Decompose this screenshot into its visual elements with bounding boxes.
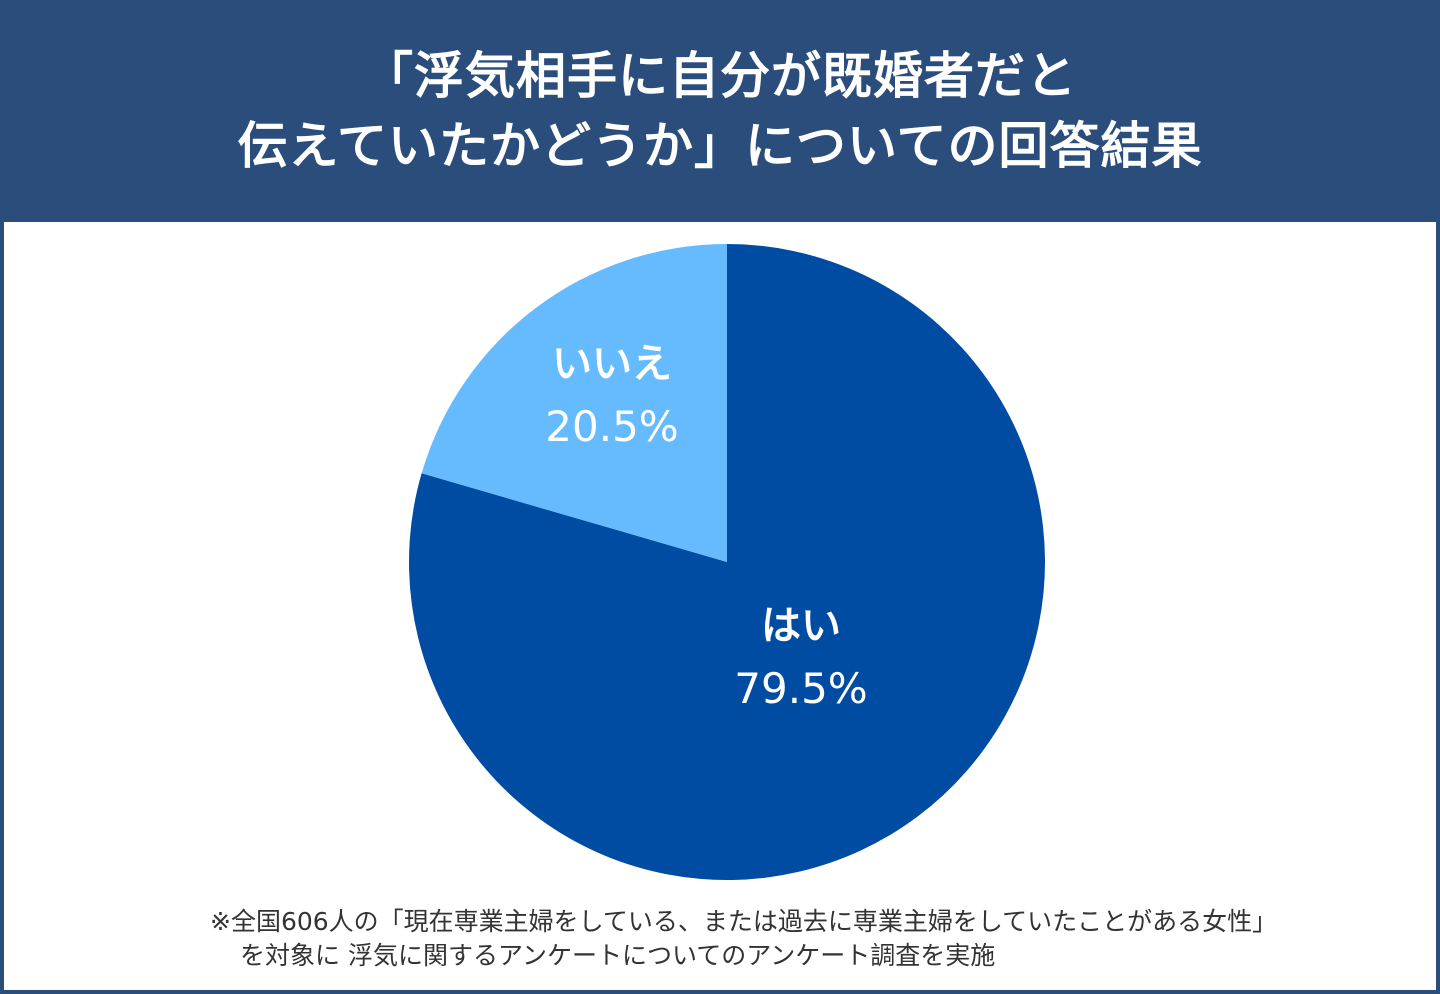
pie-slice-no <box>421 244 727 562</box>
slice-label-yes: はい 79.5% <box>716 596 886 722</box>
chart-panel: いいえ 20.5% はい 79.5% ※全国606人の「現在専業主婦をしている、… <box>4 222 1436 990</box>
slice-no-percent: 20.5% <box>545 402 679 451</box>
slice-label-no: いいえ 20.5% <box>532 334 692 460</box>
slice-yes-name: はい <box>761 603 841 649</box>
chart-title-line-2: 伝えていたかどうか」についての回答結果 <box>237 117 1203 175</box>
chart-header: 「浮気相手に自分が既婚者だと 伝えていたかどうか」についての回答結果 <box>0 0 1440 222</box>
pie-chart <box>409 244 1046 880</box>
pie-slice-yes <box>409 244 1046 880</box>
slice-yes-percent: 79.5% <box>734 664 868 713</box>
footnote-line-1: ※全国606人の「現在専業主婦をしている、または過去に専業主婦をしていたことがあ… <box>210 907 1278 936</box>
footnote-line-2: を対象に 浮気に関するアンケートについてのアンケート調査を実施 <box>240 941 996 970</box>
slice-no-name: いいえ <box>552 341 672 387</box>
survey-footnote: ※全国606人の「現在専業主婦をしている、または過去に専業主婦をしていたことがあ… <box>210 905 1277 973</box>
chart-title-line-1: 「浮気相手に自分が既婚者だと <box>363 47 1077 105</box>
